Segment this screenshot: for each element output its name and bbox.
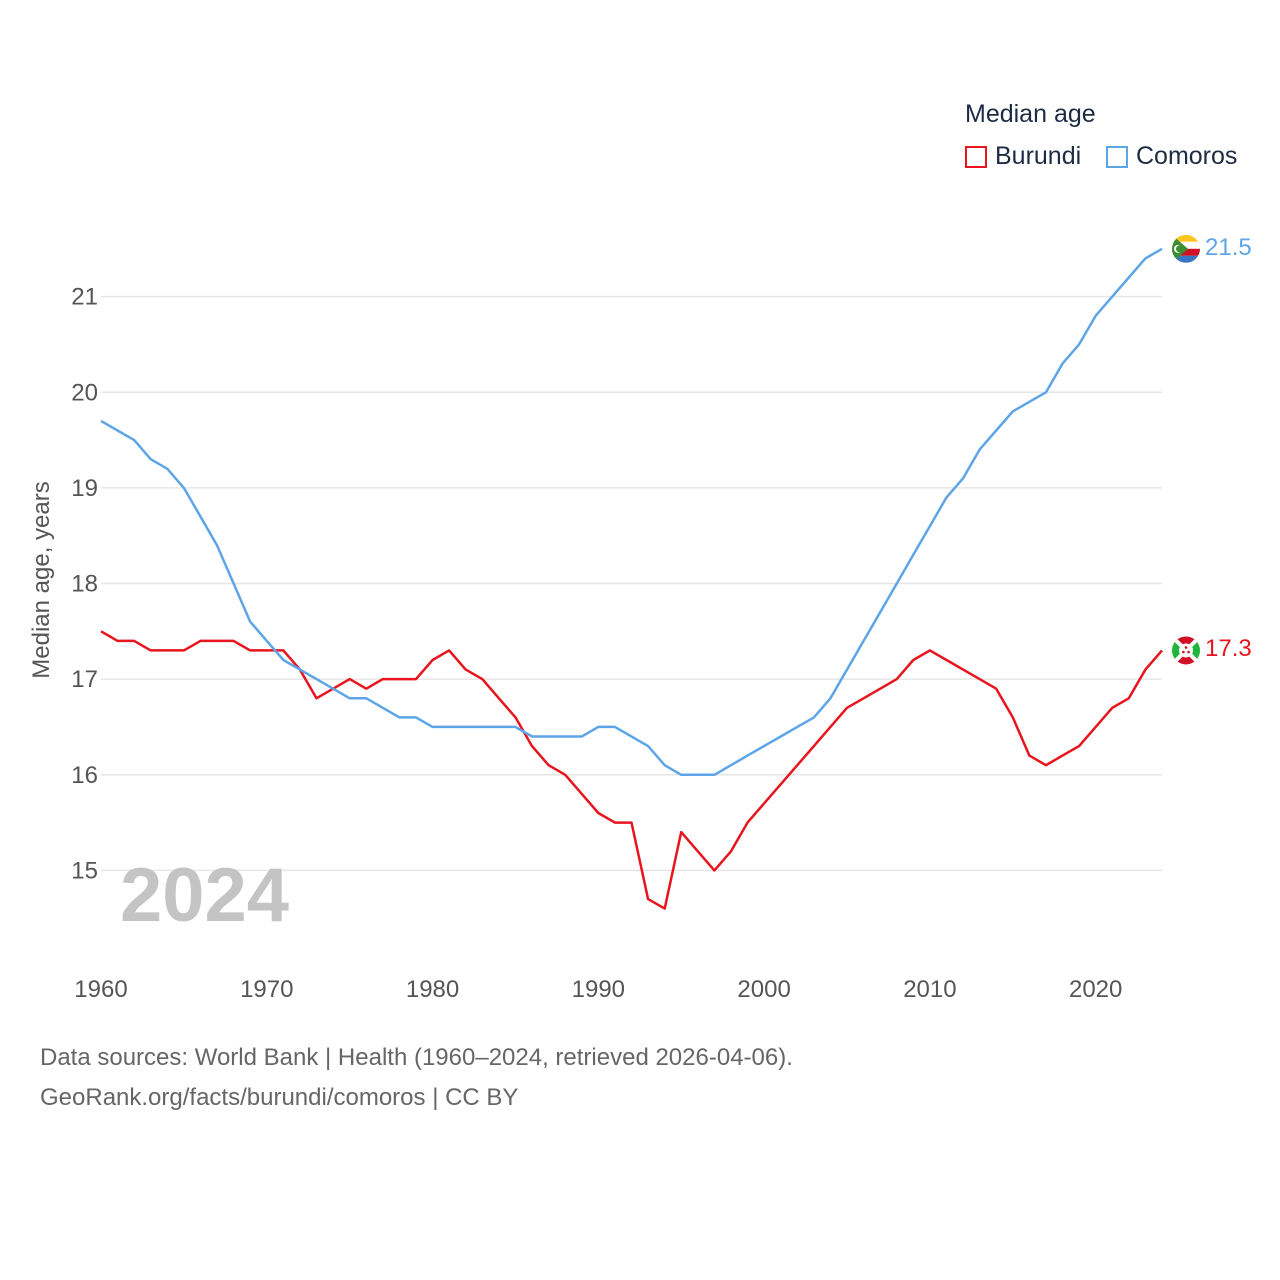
x-tick-label: 1960 (74, 976, 127, 1003)
end-value-burundi: 17.3 (1205, 635, 1252, 663)
x-tick-label: 1980 (406, 976, 459, 1003)
y-tick-label: 15 (71, 857, 98, 884)
legend-label-comoros: Comoros (1136, 142, 1238, 170)
y-tick-label: 21 (71, 284, 98, 311)
year-watermark: 2024 (120, 853, 290, 938)
legend-swatch-burundi (965, 145, 987, 168)
y-tick-label: 18 (71, 571, 98, 598)
series-line-burundi[interactable] (100, 630, 1163, 910)
series-lines (100, 247, 1163, 910)
x-tick-label: 2010 (903, 976, 956, 1003)
legend-label-burundi: Burundi (995, 142, 1082, 170)
series-line-comoros[interactable] (100, 247, 1163, 777)
footer-credit[interactable]: GeoRank.org/facts/burundi/comoros | CC B… (40, 1084, 519, 1111)
comoros-flag-icon (1172, 234, 1200, 263)
grid-lines (101, 295, 1162, 872)
legend-item-comoros[interactable]: Comoros (1106, 142, 1237, 171)
y-tick-label: 19 (71, 475, 98, 502)
y-tick-label: 17 (71, 666, 98, 693)
y-tick-label: 16 (71, 762, 98, 789)
footer-source: Data sources: World Bank | Health (1960–… (40, 1044, 793, 1071)
x-tick-label: 1990 (572, 976, 625, 1003)
x-tick-labels: 1960 1970 1980 1990 2000 2010 2020 (74, 976, 1122, 1003)
x-tick-label: 1970 (240, 976, 293, 1003)
end-markers (1172, 234, 1200, 665)
y-tick-label: 20 (71, 379, 98, 406)
y-axis-label: Median age, years (28, 481, 55, 679)
x-tick-label: 2000 (737, 976, 790, 1003)
y-tick-labels: 15 16 17 18 19 20 21 (71, 284, 98, 885)
end-value-comoros: 21.5 (1205, 233, 1252, 261)
legend-swatch-comoros (1106, 145, 1128, 168)
legend-title: Median age (965, 100, 1096, 128)
x-tick-label: 2020 (1069, 976, 1122, 1003)
legend-item-burundi[interactable]: Burundi (965, 142, 1081, 171)
burundi-flag-icon (1172, 636, 1200, 665)
